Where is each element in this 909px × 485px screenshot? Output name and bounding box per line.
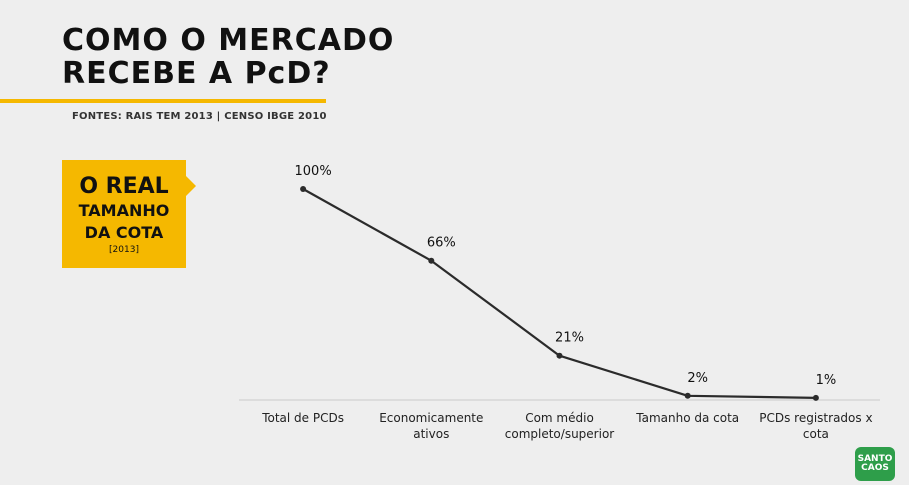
- page-title: COMO O MERCADO RECEBE A PcD?: [62, 24, 394, 90]
- x-tick-label: cota: [803, 427, 829, 441]
- x-tick-label: ativos: [413, 427, 449, 441]
- x-tick-label: Com médio: [525, 411, 594, 425]
- callout-year: [2013]: [109, 245, 139, 255]
- data-label: 1%: [816, 373, 837, 388]
- data-label: 66%: [427, 236, 456, 251]
- data-label: 2%: [687, 371, 708, 386]
- data-point: [428, 257, 435, 264]
- callout-line-3: DA COTA: [84, 223, 164, 242]
- data-point: [812, 394, 819, 401]
- sources-note: FONTES: RAIS TEM 2013 | CENSO IBGE 2010: [72, 111, 327, 122]
- x-tick-label: PCDs registrados x: [759, 411, 872, 425]
- x-tick-label: Total de PCDs: [261, 411, 344, 425]
- callout-box: O REAL TAMANHO DA COTA [2013]: [62, 160, 196, 268]
- data-label: 21%: [555, 331, 584, 346]
- callout-line-2: TAMANHO: [78, 201, 170, 220]
- title-underline: [0, 99, 326, 103]
- x-tick-label: Economicamente: [379, 411, 483, 425]
- santo-caos-logo: SANTO CAOS: [855, 447, 895, 481]
- x-tick-label: Tamanho da cota: [635, 411, 739, 425]
- data-point: [684, 392, 691, 399]
- callout-line-1: O REAL: [79, 174, 169, 199]
- series-line: [302, 188, 816, 399]
- data-point: [300, 186, 307, 192]
- title-line-2: RECEBE A PcD?: [62, 56, 331, 91]
- title-line-1: COMO O MERCADO: [62, 23, 395, 58]
- x-tick-label: completo/superior: [505, 427, 615, 441]
- data-label: 100%: [295, 164, 332, 179]
- logo-text: SANTO CAOS: [857, 454, 893, 473]
- data-point: [556, 352, 563, 359]
